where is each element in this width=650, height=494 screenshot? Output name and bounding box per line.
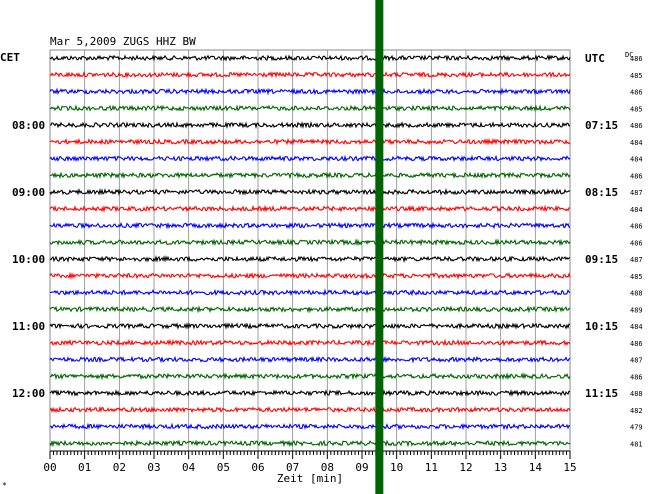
cet-time-label: 11:00 — [12, 320, 45, 333]
event-marker — [375, 0, 384, 494]
x-tick-label: 15 — [563, 461, 576, 474]
seismic-trace — [49, 255, 571, 264]
utc-time-label: 10:15 — [585, 320, 618, 333]
x-tick-label: 06 — [251, 461, 264, 474]
seismic-trace — [49, 288, 571, 297]
x-tick-label: 09 — [355, 461, 368, 474]
seismic-trace — [49, 238, 571, 247]
x-tick-label: 05 — [217, 461, 230, 474]
seismic-trace — [49, 104, 571, 113]
seismic-trace — [49, 322, 571, 331]
dc-value: 488 — [630, 390, 643, 398]
dc-value: 488 — [630, 290, 643, 298]
dc-value: 487 — [630, 357, 643, 365]
x-tick-label: 04 — [182, 461, 196, 474]
cet-time-labels: 08:00 09:00 10:00 11:00 12:00 — [12, 119, 45, 400]
x-tick-label: 07 — [286, 461, 299, 474]
dc-value: 485 — [630, 273, 643, 281]
seismic-trace — [49, 87, 571, 96]
utc-time-label: 11:15 — [585, 387, 618, 400]
dc-value: 486 — [630, 122, 643, 130]
cet-header: CET — [0, 51, 20, 64]
dc-header: DC — [625, 51, 633, 59]
dc-value: 487 — [630, 256, 643, 264]
trace-group — [49, 54, 571, 448]
dc-value: 484 — [630, 323, 643, 331]
dc-value: 485 — [630, 72, 643, 80]
x-tick-label: 10 — [390, 461, 403, 474]
seismic-trace — [49, 70, 571, 79]
cet-time-label: 10:00 — [12, 253, 45, 266]
cet-time-label: 09:00 — [12, 186, 45, 199]
seismic-trace — [49, 372, 571, 381]
seismic-trace — [49, 154, 571, 163]
seismic-trace — [49, 338, 571, 347]
dc-value: 486 — [630, 172, 643, 180]
dc-value: 485 — [630, 105, 643, 113]
seismic-trace — [49, 405, 571, 414]
seismic-trace — [49, 221, 571, 230]
chart-title: Mar 5,2009 ZUGS HHZ BW — [50, 35, 196, 48]
x-tick-label: 12 — [459, 461, 472, 474]
seismic-trace — [49, 54, 571, 62]
seismic-trace — [49, 305, 571, 314]
dc-value: 484 — [630, 156, 643, 164]
x-tick-label: 03 — [147, 461, 160, 474]
dc-value: 489 — [630, 306, 643, 314]
x-axis-label: Zeit [min] — [277, 472, 343, 485]
x-tick-label: 13 — [494, 461, 507, 474]
seismic-trace — [49, 422, 571, 431]
dc-value: 486 — [630, 223, 643, 231]
seismic-trace — [49, 137, 571, 146]
seismic-trace — [49, 388, 571, 397]
utc-time-label: 09:15 — [585, 253, 618, 266]
dc-value: 487 — [630, 189, 643, 197]
dc-value: 484 — [630, 206, 643, 214]
seismic-trace — [49, 355, 571, 364]
x-tick-label: 02 — [113, 461, 126, 474]
seismic-trace — [49, 204, 571, 213]
dc-values: 486 485 486 485 486 484 484 486 487 484 486 486 487 4… — [630, 55, 643, 448]
seismic-trace — [49, 271, 571, 280]
dc-value: 486 — [630, 55, 643, 63]
cet-time-label: 12:00 — [12, 387, 45, 400]
dc-value: 486 — [630, 340, 643, 348]
dc-value: 484 — [630, 139, 643, 147]
x-tick-label: 01 — [78, 461, 91, 474]
seismic-trace — [49, 120, 570, 130]
x-tick-label: 14 — [529, 461, 543, 474]
dc-value: 486 — [630, 239, 643, 247]
x-tick-label: 08 — [321, 461, 334, 474]
x-axis: 00 01 02 03 04 05 06 07 08 09 10 11 12 13 14 15 — [43, 450, 577, 474]
utc-time-label: 08:15 — [585, 186, 618, 199]
seismic-trace — [49, 171, 571, 180]
corner-mark: * — [2, 481, 7, 490]
x-tick-label: 11 — [425, 461, 438, 474]
dc-value: 479 — [630, 424, 643, 432]
utc-time-labels: UTC 07:15 08:15 09:15 10:15 11:15 — [585, 52, 618, 400]
seismic-trace — [49, 187, 571, 197]
dc-value: 486 — [630, 89, 643, 97]
cet-time-label: 08:00 — [12, 119, 45, 132]
dc-value: 482 — [630, 407, 643, 415]
utc-time-label: UTC — [585, 52, 605, 65]
dc-value: 486 — [630, 373, 643, 381]
x-tick-label: 00 — [43, 461, 56, 474]
seismic-trace — [49, 439, 571, 448]
dc-value: 481 — [630, 440, 643, 448]
utc-time-label: 07:15 — [585, 119, 618, 132]
